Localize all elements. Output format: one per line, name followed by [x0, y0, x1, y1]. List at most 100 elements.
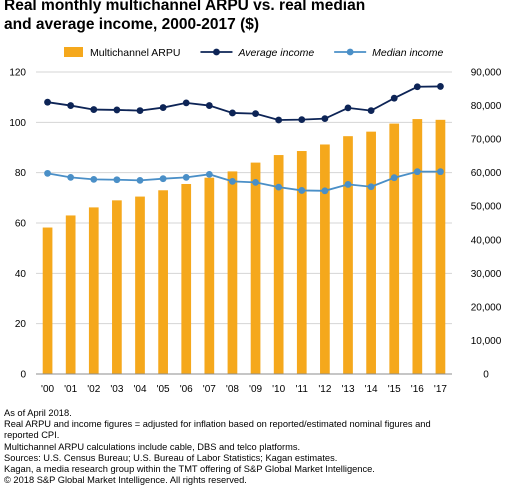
x-axis-tick-label: '17 — [434, 384, 447, 395]
arpu-bar — [389, 123, 400, 374]
x-axis-tick-label: '04 — [133, 384, 146, 395]
series-point — [205, 170, 213, 178]
arpu-bar — [204, 177, 215, 374]
x-axis-tick-label: '02 — [87, 384, 100, 395]
arpu-bar — [227, 171, 238, 374]
series-point — [113, 176, 121, 184]
income-lines — [44, 83, 444, 195]
series-line — [47, 170, 441, 192]
arpu-bar — [296, 151, 307, 374]
series-point — [136, 107, 144, 114]
legend-label: Median income — [372, 47, 443, 59]
x-axis-tick-label: '11 — [296, 384, 309, 395]
series-point — [113, 106, 121, 114]
x-axis-tick-label: '09 — [249, 384, 262, 395]
axes: 0 20 40 60 80 100 120 0 10,000 20,000 30,000 40,000… — [9, 68, 501, 396]
x-axis-tick-label: '12 — [318, 384, 331, 395]
series-point — [90, 106, 98, 113]
series-point — [229, 109, 236, 117]
x-axis-tick-label: '06 — [180, 384, 193, 395]
arpu-bar — [181, 183, 192, 374]
series-point — [344, 104, 352, 112]
right-axis-tick-label: 0 — [483, 370, 489, 381]
series-point — [44, 169, 51, 177]
series-point — [275, 116, 283, 124]
x-axis-tick-label: '14 — [365, 384, 378, 395]
legend-label: Multichannel ARPU — [90, 47, 180, 59]
arpu-bar — [435, 119, 446, 374]
arpu-bar — [135, 196, 145, 374]
series-point — [182, 173, 190, 181]
left-axis-tick-label: 80 — [15, 168, 27, 179]
series-point — [413, 83, 421, 91]
arpu-bar — [158, 190, 168, 374]
footnote-line: Multichannel ARPU calculations include c… — [4, 441, 301, 452]
right-axis-tick-label: 70,000 — [471, 135, 502, 146]
footnote-line: © 2018 S&P Global Market Intelligence. A… — [4, 475, 247, 486]
series-point — [390, 94, 398, 102]
x-axis-tick-label: '10 — [272, 384, 285, 395]
series-line — [47, 85, 441, 121]
footnote-line: As of April 2018. — [4, 408, 72, 418]
right-axis-tick-label: 90,000 — [471, 68, 502, 79]
x-axis-tick-label: '13 — [341, 384, 354, 395]
series-point — [367, 183, 375, 191]
series-point — [205, 102, 213, 109]
x-axis-tick-label: '07 — [203, 384, 216, 395]
arpu-bar — [273, 155, 284, 374]
x-axis-tick-label: '05 — [157, 384, 170, 395]
arpu-bars — [42, 119, 446, 374]
series-point — [344, 181, 352, 188]
series-point — [413, 168, 421, 176]
footnotes: As of April 2018. Real ARPU and income f… — [4, 408, 504, 486]
left-axis-tick-label: 60 — [15, 219, 27, 230]
series-point — [367, 107, 375, 114]
legend-label: Average income — [237, 47, 314, 59]
series-point — [437, 168, 444, 176]
arpu-bar — [320, 144, 330, 374]
series-point — [159, 175, 167, 183]
footnote-line: Kagan, a media research group within the… — [4, 464, 375, 475]
series-point — [298, 116, 306, 124]
chart-title-line-2: and average income, 2000-2017 ($) — [4, 16, 260, 33]
arpu-bar — [343, 136, 353, 374]
series-point — [229, 177, 236, 185]
arpu-bar — [250, 162, 261, 374]
combo-chart: 0 20 40 60 80 100 120 0 10,000 20,000 30,000 40,000… — [9, 47, 502, 396]
series-point — [437, 83, 444, 90]
series-point — [67, 173, 75, 181]
series-point — [321, 115, 329, 123]
right-axis-tick-label: 40,000 — [471, 235, 502, 246]
series-point — [67, 102, 75, 109]
series-point — [390, 174, 398, 182]
chart-title-line-1: Real monthly multichannel ARPU vs. real … — [4, 0, 366, 14]
left-axis-tick-label: 20 — [15, 319, 27, 330]
x-axis-tick-label: '03 — [110, 384, 123, 395]
right-axis-tick-label: 20,000 — [471, 302, 502, 313]
right-axis-tick-label: 60,000 — [471, 168, 502, 179]
footnote-line: reported CPI. — [4, 430, 60, 441]
left-axis-tick-label: 0 — [20, 370, 26, 381]
chart-title: Real monthly multichannel ARPU vs. real … — [4, 0, 502, 34]
series-point — [136, 176, 144, 184]
right-axis-tick-label: 80,000 — [471, 101, 502, 112]
footnote-line: Real ARPU and income figures = adjusted … — [4, 419, 431, 430]
right-axis-tick-label: 30,000 — [471, 269, 502, 280]
arpu-bar — [366, 131, 376, 374]
series-point — [298, 187, 306, 194]
series-point — [321, 187, 329, 195]
gridlines — [36, 71, 452, 325]
series-point — [275, 183, 283, 191]
series-point — [252, 178, 259, 186]
x-axis-tick-label: '08 — [226, 384, 239, 395]
series-point — [44, 98, 51, 106]
arpu-bar — [65, 215, 76, 374]
left-axis-tick-label: 40 — [15, 269, 27, 280]
series-point — [159, 104, 167, 111]
right-axis-tick-label: 50,000 — [471, 202, 502, 213]
footnote-line: Sources: U.S. Census Bureau; U.S. Bureau… — [4, 452, 338, 463]
left-axis-tick-label: 120 — [9, 68, 26, 79]
legend-swatch-marker — [213, 48, 220, 56]
series-point — [182, 99, 190, 107]
x-axis-tick-label: '15 — [388, 384, 401, 395]
